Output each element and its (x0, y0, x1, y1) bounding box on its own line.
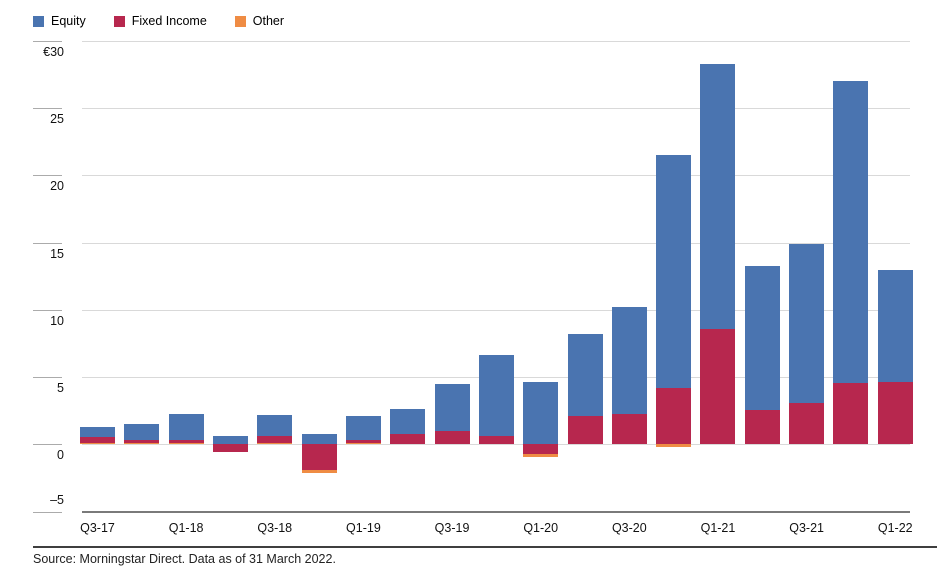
y-axis-tick (33, 40, 62, 42)
y-axis-label: 0 (57, 448, 64, 463)
bar-segment-equity (168, 414, 204, 440)
bar-segment-fixed-income (700, 329, 736, 445)
bar-segment-other (301, 469, 337, 473)
bar-segment-fixed-income (611, 414, 647, 445)
bar-segment-fixed-income (434, 430, 470, 445)
gridline-30 (82, 40, 910, 42)
bar-segment-fixed-income (345, 440, 381, 444)
bar-segment-fixed-income (744, 410, 780, 445)
bar-segment-fixed-income (124, 440, 160, 444)
bar-segment-equity (390, 408, 426, 434)
bar-segment-other (124, 443, 160, 445)
bar-segment-equity (80, 426, 115, 437)
bar-segment-equity (789, 243, 825, 403)
y-axis-label: 20 (50, 179, 64, 194)
other-swatch-icon (234, 15, 246, 27)
gridline-20 (82, 175, 910, 177)
y-axis-tick (33, 377, 62, 379)
bar-segment-fixed-income (390, 433, 426, 445)
x-axis-label: Q1-21 (700, 521, 736, 535)
bar-segment-other (80, 443, 115, 445)
gridline-25 (82, 108, 910, 110)
bar-segment-fixed-income (301, 444, 337, 470)
chart-legend: Equity Fixed Income Other (33, 12, 312, 30)
y-axis-label: 10 (50, 313, 64, 328)
bar-segment-equity (744, 265, 780, 411)
gridline-0 (82, 444, 910, 446)
y-axis-label: 5 (57, 381, 64, 396)
bar-segment-equity (478, 354, 514, 436)
bar-segment-fixed-income (789, 402, 825, 445)
equity-swatch-icon (33, 15, 44, 27)
y-axis-label: 15 (50, 246, 64, 261)
x-axis-label: Q3-21 (789, 521, 824, 535)
bar-segment-fixed-income (212, 444, 248, 452)
y-axis-tick (33, 242, 62, 244)
legend-label-fixed-income: Fixed Income (131, 14, 207, 28)
bar-segment-fixed-income (523, 444, 559, 455)
bar-segment-equity (124, 424, 160, 441)
bar-segment-equity (656, 155, 692, 388)
bar-segment-other (523, 454, 559, 457)
bar-segment-other (168, 443, 204, 445)
x-axis-label: Q1-19 (346, 521, 381, 535)
bar-segment-fixed-income (567, 416, 603, 445)
legend-label-other: Other (252, 14, 285, 28)
bar-segment-fixed-income (168, 439, 204, 444)
y-axis-tick (33, 309, 62, 311)
gridline-15 (82, 242, 910, 244)
bar-segment-other (257, 443, 293, 445)
bar-segment-equity (212, 435, 248, 445)
bar-segment-equity (434, 383, 470, 431)
bar-segment-fixed-income (478, 435, 514, 445)
footer-divider (33, 546, 937, 548)
legend-item-equity: Equity (33, 14, 86, 28)
gridline-10 (82, 309, 910, 311)
legend-label-equity: Equity (51, 14, 86, 28)
y-axis-label: €30 (43, 44, 64, 59)
y-axis-tick (33, 444, 62, 446)
bar-segment-equity (877, 269, 913, 382)
fixed-income-swatch-icon (113, 15, 125, 27)
bar-segment-fixed-income (833, 383, 869, 445)
bar-segment-equity (345, 416, 381, 441)
bar-segment-equity (700, 64, 736, 330)
x-axis-label: Q3-18 (257, 521, 293, 535)
bar-segment-equity (833, 81, 869, 384)
legend-item-other: Other (234, 14, 285, 28)
bar-segment-equity (567, 334, 603, 417)
x-axis-line (82, 510, 910, 513)
x-axis-label: Q3-20 (611, 521, 647, 535)
x-axis-label: Q1-18 (168, 521, 204, 535)
legend-item-fixed-income: Fixed Income (113, 14, 207, 28)
bar-segment-other (345, 443, 381, 445)
x-axis-label: Q3-17 (80, 521, 115, 535)
bar-segment-fixed-income (877, 381, 913, 445)
x-axis-label: Q3-19 (434, 521, 470, 535)
source-note: Source: Morningstar Direct. Data as of 3… (33, 552, 336, 566)
bar-segment-other (656, 444, 692, 448)
bar-segment-equity (611, 306, 647, 415)
x-axis-label: Q1-22 (877, 521, 913, 535)
bar-segment-equity (523, 381, 559, 445)
y-axis-label: 25 (50, 112, 64, 127)
bar-segment-equity (301, 433, 337, 445)
y-axis-tick (33, 511, 62, 513)
bar-segment-fixed-income (80, 437, 115, 444)
y-axis-tick (33, 108, 62, 110)
bar-segment-fixed-income (257, 436, 293, 444)
bar-segment-fixed-income (656, 387, 692, 445)
x-axis-label: Q1-20 (523, 521, 559, 535)
y-axis-tick (33, 175, 62, 177)
y-axis-label: –5 (50, 492, 64, 507)
bar-segment-equity (257, 414, 293, 437)
